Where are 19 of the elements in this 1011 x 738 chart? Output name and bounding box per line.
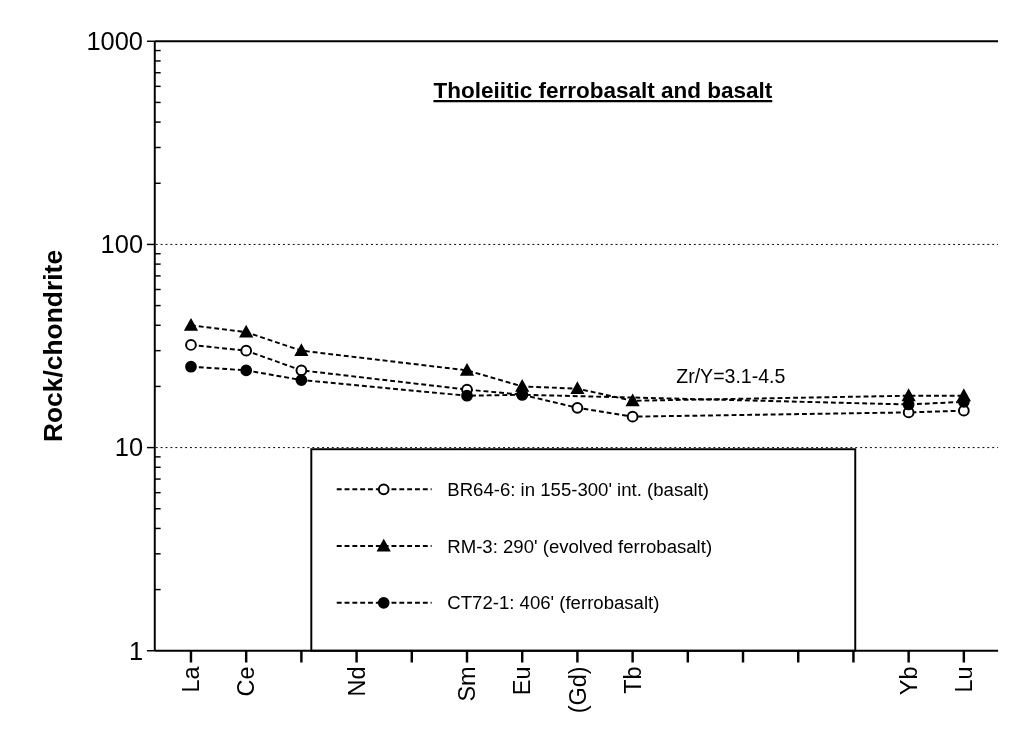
x-tick-label: Eu [509, 666, 536, 696]
x-tick-label: (Gd) [564, 666, 591, 714]
annotation: Zr/Y=3.1-4.5 [676, 364, 786, 387]
text: Tholeiitic ferrobasalt and basalt [433, 78, 773, 104]
y-tick-label: 10 [114, 433, 144, 462]
x-tick-label: Ce [233, 666, 260, 697]
y-tick-label: 1 [128, 636, 144, 665]
y-tick-label: 100 [100, 230, 144, 259]
y-axis-title: Rock/chondrite [37, 249, 68, 443]
x-tick-label: Sm [454, 666, 481, 702]
x-tick-label: Tb [619, 666, 646, 694]
x-tick-label: La [178, 665, 205, 693]
legend-label: CT72-1: 406' (ferrobasalt) [447, 592, 660, 614]
legend-label: BR64-6: in 155-300' int. (basalt) [447, 478, 710, 500]
y-tick-label: 1000 [86, 27, 144, 56]
x-tick-label: Yb [895, 666, 922, 696]
legend-label: RM-3: 290' (evolved ferrobasalt) [447, 535, 713, 557]
x-tick-label: Lu [951, 666, 978, 693]
x-tick-label: Nd [343, 666, 370, 697]
